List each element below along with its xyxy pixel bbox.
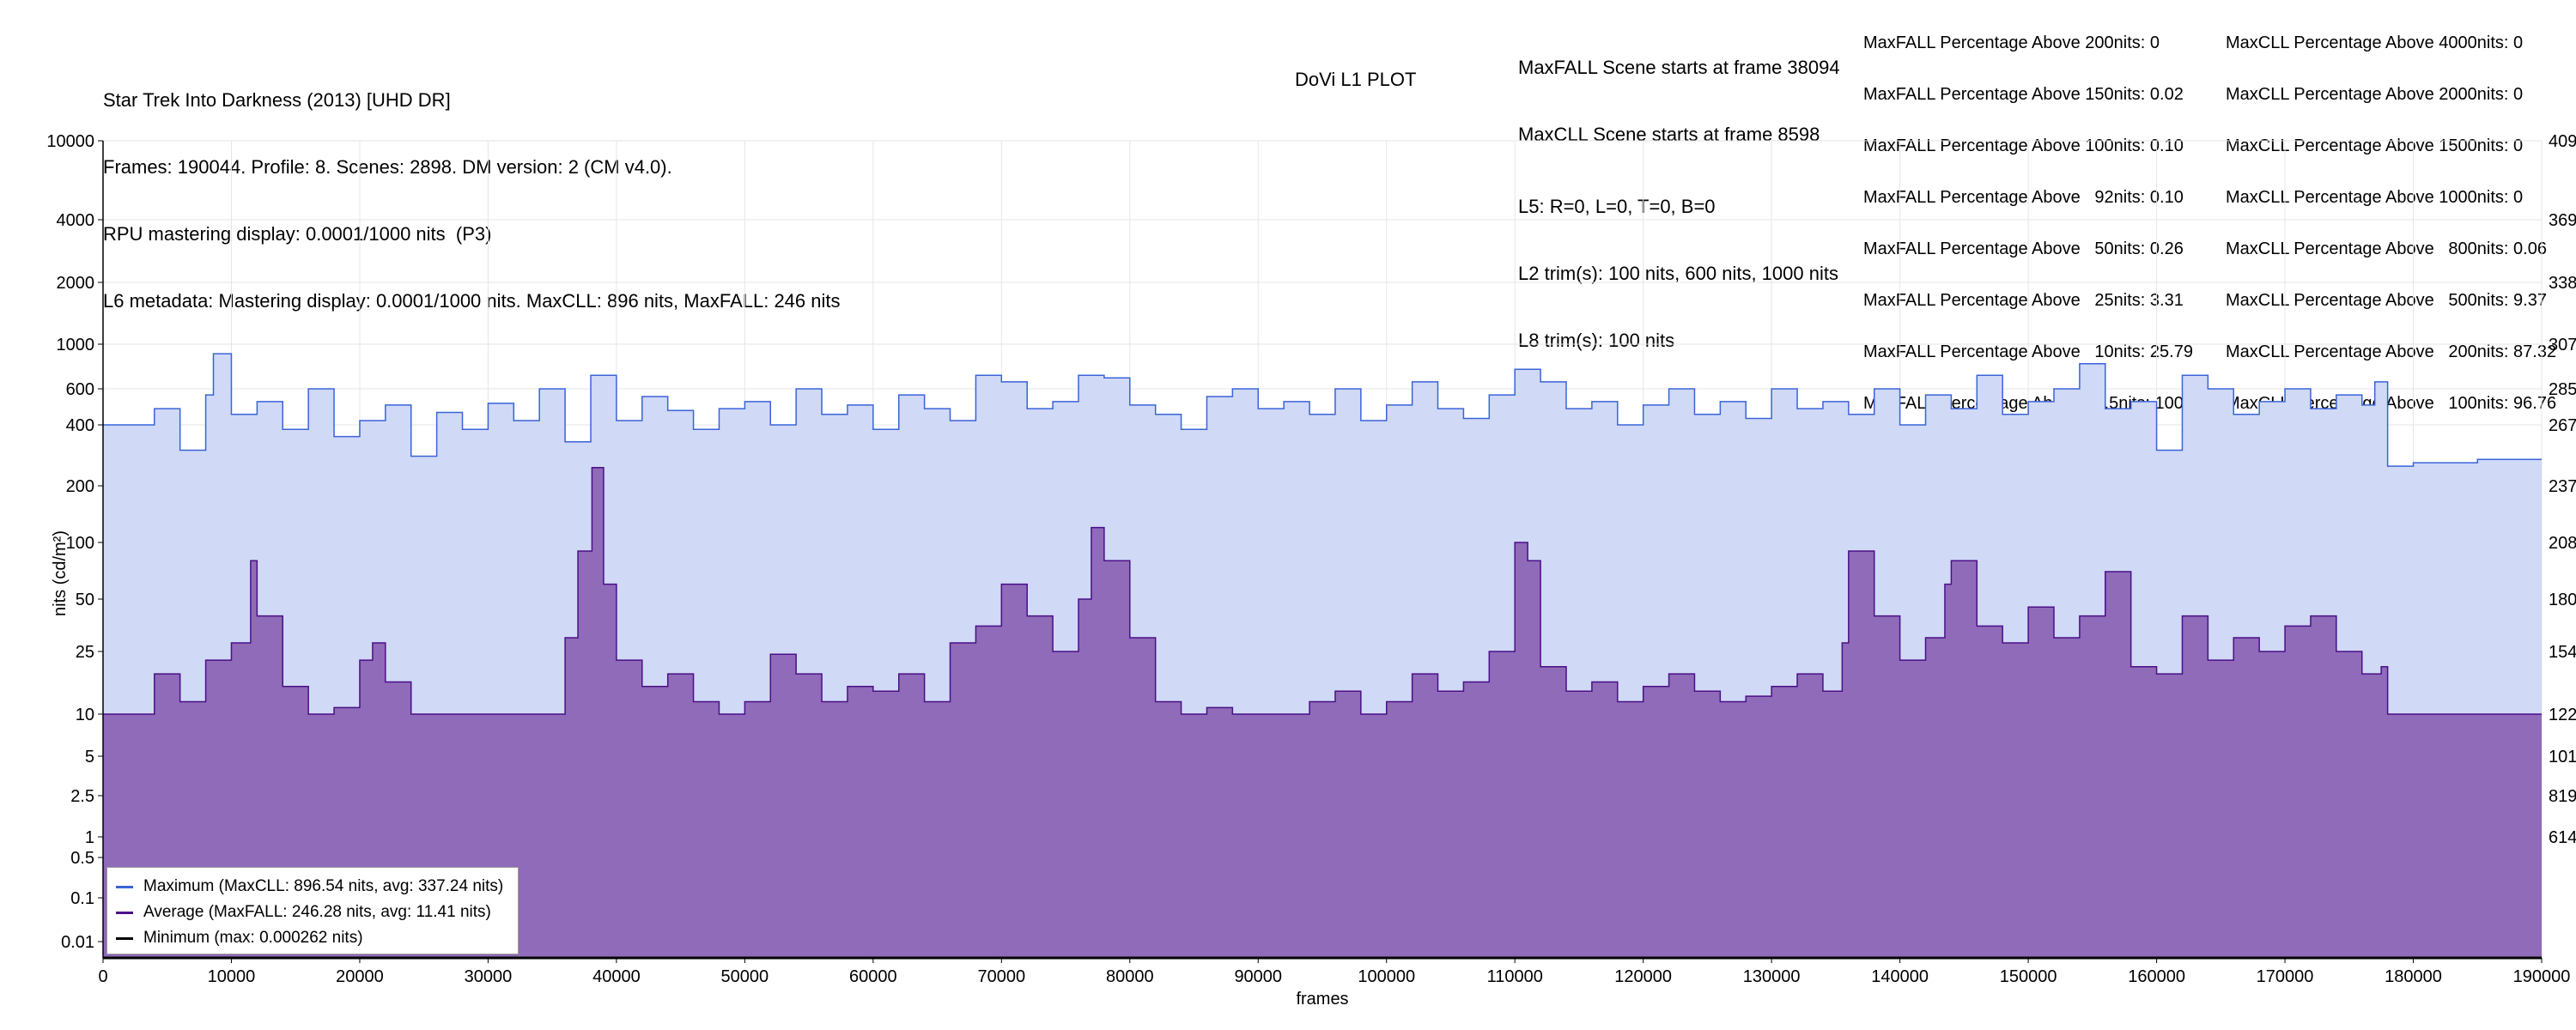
y2-tick-label: 4095 [2549, 132, 2576, 151]
metadata-info: MaxFALL Scene starts at frame 38094 MaxC… [1518, 12, 1840, 374]
legend-label-minimum: Minimum (max: 0.000262 nits) [143, 929, 363, 947]
y2-tick-label: 1542 [2549, 643, 2576, 662]
maxcll-pct-row: MaxCLL Percentage Above 2000nits: 0 [2226, 85, 2524, 104]
y-tick-label: 400 [66, 416, 94, 435]
y2-tick-label: 1229 [2549, 706, 2576, 724]
y-tick-label: 2.5 [70, 787, 94, 806]
maxfall-pct-row: MaxFALL Percentage Above 150nits: 0.02 [1863, 85, 2184, 104]
legend-item-average: Average (MaxFALL: 246.28 nits, avg: 11.4… [116, 902, 491, 923]
x-tick-label: 30000 [465, 967, 513, 986]
x-tick-label: 170000 [2257, 967, 2314, 986]
x-tick-label: 40000 [592, 967, 641, 986]
y2-tick-label: 3388 [2549, 274, 2576, 293]
x-tick-label: 80000 [1106, 967, 1154, 986]
maxfall-pct-row: MaxFALL Percentage Above 10nits: 25.79 [1863, 342, 2193, 361]
y-tick-label: 10 [76, 706, 94, 724]
series-areas [103, 353, 2542, 960]
legend-swatch-average [116, 911, 133, 914]
maxcll-pct-row: MaxCLL Percentage Above 200nits: 87.32 [2226, 342, 2557, 361]
y2-tick-label: 3079 [2549, 336, 2576, 354]
y-tick-label: 50 [76, 591, 94, 609]
legend: Maximum (MaxCLL: 896.54 nits, avg: 337.2… [106, 867, 519, 954]
l5-info: L5: R=0, L=0, T=0, B=0 [1518, 196, 1716, 217]
x-axis-label: frames [1296, 990, 1348, 1009]
y2-tick-label: 2851 [2549, 380, 2576, 399]
y-tick-label: 200 [66, 477, 94, 496]
plot-label: DoVi L1 PLOT [1295, 69, 1417, 90]
x-tick-label: 160000 [2128, 967, 2185, 986]
x-tick-label: 90000 [1234, 967, 1282, 986]
y-tick-label: 1000 [57, 336, 95, 354]
legend-item-maximum: Maximum (MaxCLL: 896.54 nits, avg: 337.2… [116, 876, 503, 897]
maxcll-pct-row: MaxCLL Percentage Above 1500nits: 0 [2226, 136, 2524, 155]
y-tick-label: 100 [66, 534, 94, 553]
maxfall-scene: MaxFALL Scene starts at frame 38094 [1518, 57, 1840, 78]
y-tick-label: 10000 [46, 132, 94, 151]
x-tick-label: 100000 [1358, 967, 1415, 986]
y-tick-label: 0.1 [70, 889, 94, 908]
rpu-mastering-display: RPU mastering display: 0.0001/1000 nits … [103, 223, 492, 245]
maxcll-pct-row: MaxCLL Percentage Above 500nits: 9.37 [2226, 291, 2547, 310]
series-maximum-line [103, 353, 2542, 467]
y-tick-label: 25 [76, 643, 94, 662]
movie-title: Star Trek Into Darkness (2013) [UHD DR] [103, 89, 451, 111]
y-tick-label: 1 [85, 828, 94, 847]
x-tick-label: 190000 [2513, 967, 2571, 986]
x-tick-label: 70000 [978, 967, 1026, 986]
y2-tick-label: 1015 [2549, 748, 2576, 766]
y2-tick-label: 1803 [2549, 591, 2576, 609]
y-tick-label: 600 [66, 380, 94, 399]
x-tick-label: 0 [98, 967, 107, 986]
legend-label-average: Average (MaxFALL: 246.28 nits, avg: 11.4… [143, 903, 491, 921]
axes [98, 140, 2543, 963]
maxcll-pct-row: MaxCLL Percentage Above 1000nits: 0 [2226, 188, 2524, 207]
x-tick-label: 180000 [2385, 967, 2442, 986]
x-tick-label: 50000 [721, 967, 769, 986]
y-axis-label: nits (cd/m²) [51, 530, 70, 616]
l8-trims: L8 trim(s): 100 nits [1518, 330, 1675, 351]
maxfall-pct-row: MaxFALL Percentage Above 200nits: 0 [1863, 33, 2160, 52]
y2-tick-label: 614 [2549, 828, 2576, 847]
x-tick-label: 60000 [849, 967, 897, 986]
y-tick-label: 0.01 [61, 933, 94, 952]
legend-item-minimum: Minimum (max: 0.000262 nits) [116, 928, 363, 948]
y-tick-label: 2000 [57, 274, 95, 293]
maxfall-pct-row: MaxFALL Percentage Above 50nits: 0.26 [1863, 239, 2184, 258]
y2-tick-label: 3696 [2549, 211, 2576, 230]
x-tick-label: 140000 [1871, 967, 1929, 986]
maxfall-pct-row: MaxFALL Percentage Above 100nits: 0.10 [1863, 136, 2184, 155]
x-tick-label: 130000 [1743, 967, 1801, 986]
maxfall-pct-row: MaxFALL Percentage Above 25nits: 3.31 [1863, 291, 2184, 310]
tick-labels: 1000040002000100060040020010050251052.51… [46, 132, 2576, 986]
x-tick-label: 10000 [208, 967, 256, 986]
l2-trims: L2 trim(s): 100 nits, 600 nits, 1000 nit… [1518, 263, 1838, 284]
x-tick-label: 110000 [1487, 967, 1543, 986]
maxfall-pct-row: MaxFALL Percentage Above 92nits: 0.10 [1863, 188, 2184, 207]
l6-metadata: L6 metadata: Mastering display: 0.0001/1… [103, 290, 841, 312]
frames-info: Frames: 190044. Profile: 8. Scenes: 2898… [103, 156, 672, 178]
header-info: Star Trek Into Darkness (2013) [UHD DR] … [103, 45, 841, 335]
series-average-line [103, 467, 2542, 715]
maxcll-percentages: MaxCLL Percentage Above 4000nits: 0 MaxC… [2226, 0, 2556, 429]
y2-tick-label: 819 [2549, 787, 2576, 806]
maxfall-percentages: MaxFALL Percentage Above 200nits: 0 MaxF… [1863, 0, 2208, 429]
x-tick-label: 120000 [1614, 967, 1672, 986]
maxcll-scene: MaxCLL Scene starts at frame 8598 [1518, 124, 1820, 145]
y-tick-label: 4000 [57, 211, 95, 230]
x-tick-label: 20000 [336, 967, 384, 986]
maxcll-pct-row: MaxCLL Percentage Above 4000nits: 0 [2226, 33, 2524, 52]
x-tick-label: 150000 [2000, 967, 2057, 986]
maxcll-pct-row: MaxCLL Percentage Above 800nits: 0.06 [2226, 239, 2547, 258]
y-tick-label: 5 [85, 748, 94, 766]
legend-swatch-maximum [116, 885, 133, 888]
y-tick-label: 0.5 [70, 849, 94, 868]
legend-swatch-minimum [116, 936, 133, 940]
series-average-area [103, 467, 2542, 958]
legend-label-maximum: Maximum (MaxCLL: 896.54 nits, avg: 337.2… [143, 877, 504, 895]
